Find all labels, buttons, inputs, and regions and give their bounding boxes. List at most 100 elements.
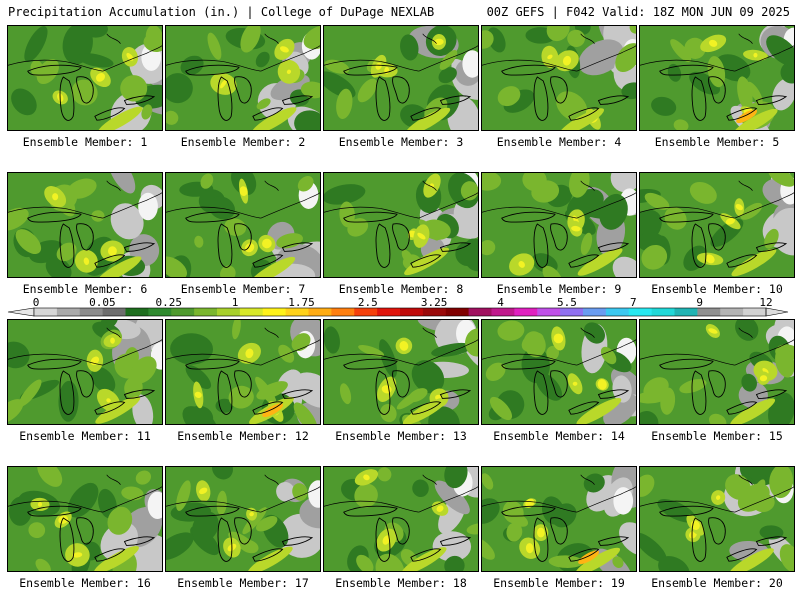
member-label: Ensemble Member: 3 [338, 135, 464, 149]
ensemble-map-panel [481, 172, 637, 278]
ensemble-map-panel [165, 172, 321, 278]
precip-map [324, 173, 478, 277]
member-label: Ensemble Member: 1 [22, 135, 148, 149]
member-label: Ensemble Member: 6 [22, 282, 148, 296]
member-label: Ensemble Member: 13 [335, 429, 467, 443]
colorbar-swatch [605, 308, 630, 316]
ensemble-map-panel [165, 25, 321, 131]
colorbar-swatch [697, 308, 721, 316]
colorbar-swatch [491, 308, 515, 316]
precip-map [640, 320, 794, 424]
colorbar-tick-label: 3.25 [421, 296, 448, 309]
precip-map [324, 320, 478, 424]
ensemble-map-panel [165, 466, 321, 572]
colorbar-tick-label: 12 [759, 296, 772, 309]
colorbar-tick-label: 4 [497, 296, 504, 309]
ensemble-map-panel [481, 319, 637, 425]
colorbar-swatch [583, 308, 607, 316]
member-label: Ensemble Member: 15 [651, 429, 783, 443]
precip-map [640, 173, 794, 277]
colorbar-swatch [468, 308, 492, 316]
colorbar-swatch [445, 308, 470, 316]
precip-map [482, 320, 636, 424]
colorbar-tick-label: 1 [232, 296, 239, 309]
colorbar-swatch [628, 308, 653, 316]
ensemble-map-panel [7, 319, 163, 425]
run-info: 00Z GEFS | F042 Valid: 18Z MON JUN 09 20… [486, 5, 790, 19]
colorbar-min-arrow [7, 307, 35, 317]
member-label: Ensemble Member: 4 [496, 135, 622, 149]
colorbar-swatch [285, 308, 309, 316]
precip-map [482, 26, 636, 130]
colorbar-swatch [651, 308, 675, 316]
colorbar-tick-label: 5.5 [557, 296, 577, 309]
precip-map [482, 467, 636, 571]
member-label: Ensemble Member: 9 [496, 282, 622, 296]
colorbar-tick-label: 7 [630, 296, 637, 309]
precip-map [324, 26, 478, 130]
colorbar-swatch [514, 308, 538, 316]
ensemble-map-panel [481, 25, 637, 131]
member-label: Ensemble Member: 2 [180, 135, 306, 149]
colorbar-swatch [125, 308, 149, 316]
ensemble-map-panel [323, 172, 479, 278]
member-label: Ensemble Member: 17 [177, 576, 309, 590]
colorbar-swatch [194, 308, 218, 316]
member-label: Ensemble Member: 20 [651, 576, 783, 590]
colorbar-swatch [56, 308, 81, 316]
colorbar-swatch [239, 308, 264, 316]
colorbar-swatch [262, 308, 287, 316]
ensemble-map-panel [323, 25, 479, 131]
precip-map [166, 26, 320, 130]
colorbar-swatch [674, 308, 698, 316]
ensemble-map-panel [639, 319, 795, 425]
colorbar-swatch [79, 308, 104, 316]
precip-map [482, 173, 636, 277]
precip-map [324, 467, 478, 571]
colorbar-swatch [171, 308, 195, 316]
precip-map [8, 320, 162, 424]
member-label: Ensemble Member: 8 [338, 282, 464, 296]
member-label: Ensemble Member: 19 [493, 576, 625, 590]
ensemble-map-panel [323, 319, 479, 425]
colorbar-swatch [720, 308, 744, 316]
ensemble-map-panel [639, 25, 795, 131]
ensemble-map-panel [323, 466, 479, 572]
member-label: Ensemble Member: 11 [19, 429, 151, 443]
member-label: Ensemble Member: 16 [19, 576, 151, 590]
ensemble-map-panel [165, 319, 321, 425]
precip-map [8, 467, 162, 571]
member-label: Ensemble Member: 14 [493, 429, 625, 443]
member-label: Ensemble Member: 7 [180, 282, 306, 296]
member-label: Ensemble Member: 10 [651, 282, 783, 296]
colorbar: 0 0.05 0.25 1 1.75 2.5 3.25 4 5.5 7 9 12 [7, 296, 789, 317]
colorbar-swatch [400, 308, 424, 316]
colorbar-swatch [102, 308, 126, 316]
colorbar-swatch [377, 308, 401, 316]
ensemble-map-panel [639, 172, 795, 278]
member-label: Ensemble Member: 5 [654, 135, 780, 149]
colorbar-swatch [422, 308, 447, 316]
colorbar-tick-label: 0 [33, 296, 40, 309]
member-label: Ensemble Member: 18 [335, 576, 467, 590]
precip-map [640, 26, 794, 130]
precip-map [8, 26, 162, 130]
colorbar-swatch [34, 308, 58, 316]
member-label: Ensemble Member: 12 [177, 429, 309, 443]
precip-map [640, 467, 794, 571]
colorbar-tick-label: 0.25 [155, 296, 182, 309]
colorbar-swatch [148, 308, 172, 316]
colorbar-tick-label: 1.75 [288, 296, 315, 309]
colorbar-tick-label: 9 [696, 296, 703, 309]
colorbar-tick-label: 0.05 [89, 296, 116, 309]
colorbar-swatch [560, 308, 584, 316]
colorbar-swatch [743, 308, 767, 316]
colorbar-max-arrow [765, 307, 789, 317]
precip-map [166, 320, 320, 424]
precip-map [166, 467, 320, 571]
colorbar-swatch [331, 308, 355, 316]
chart-title: Precipitation Accumulation (in.) | Colle… [8, 5, 435, 19]
colorbar-swatch [354, 308, 378, 316]
colorbar-tick-label: 2.5 [358, 296, 378, 309]
colorbar-swatch [217, 308, 241, 316]
